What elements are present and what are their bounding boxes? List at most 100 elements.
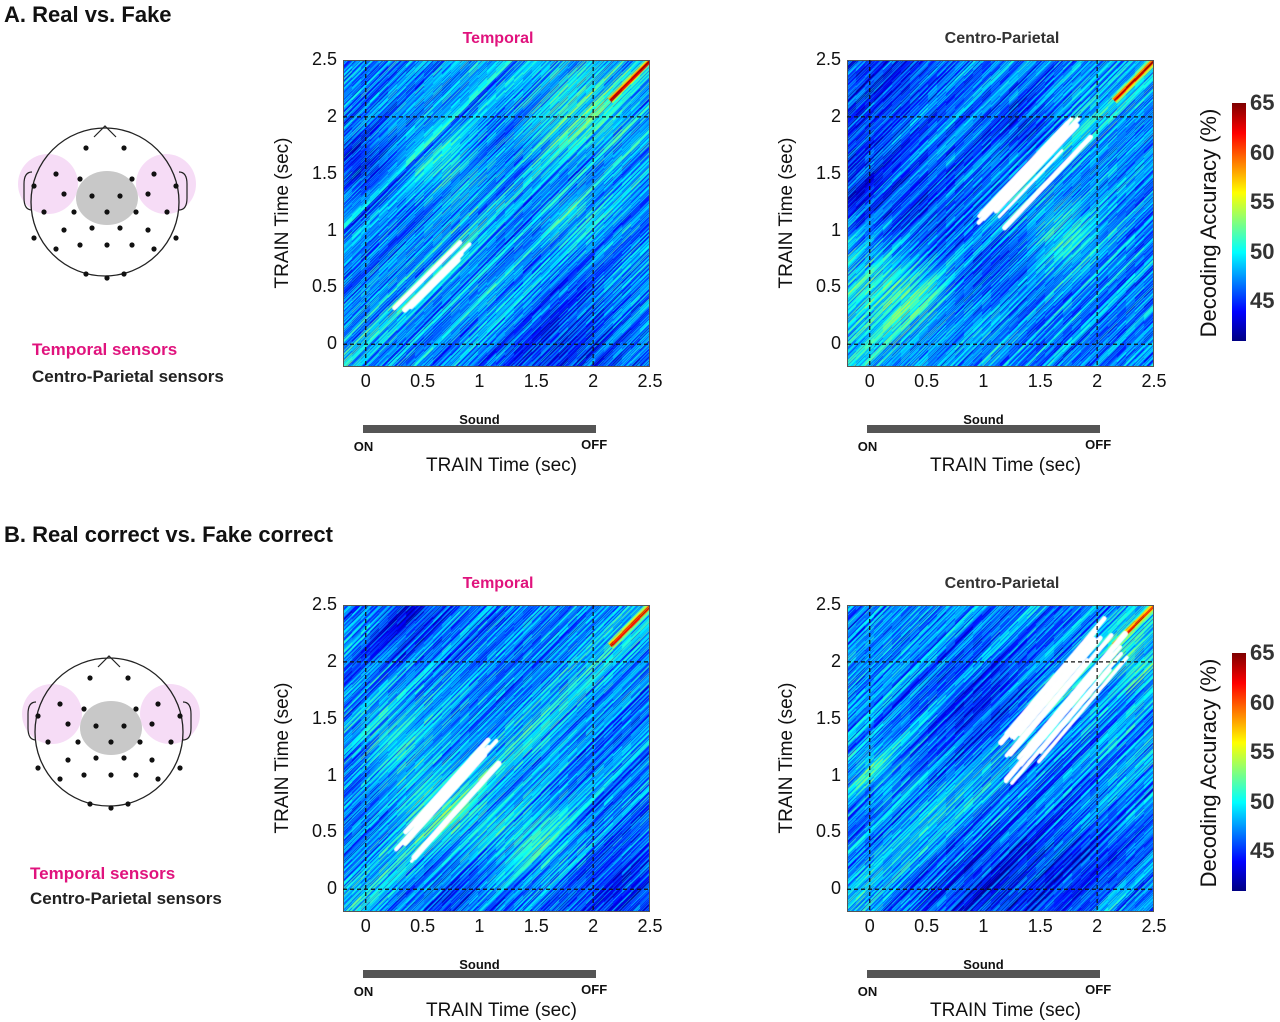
y-tick-label: 1 <box>830 219 841 240</box>
sound-bar <box>362 425 597 433</box>
x-tick-label: 0 <box>360 371 371 391</box>
heatmap-overlay <box>343 605 650 912</box>
sensor-dot <box>108 739 114 745</box>
y-tick-label: 0.5 <box>311 821 337 842</box>
legend-centro-parietal-sensors: Centro-Parietal sensors <box>32 367 224 386</box>
ear-right-icon <box>178 171 188 211</box>
sensor-dot <box>125 675 131 681</box>
sound-bar <box>866 425 1101 433</box>
sensor-dot <box>164 209 170 215</box>
sound-off-label: OFF <box>1085 982 1112 997</box>
decoding-heatmap <box>343 60 650 367</box>
colorbar-tick-label: 45 <box>1250 838 1275 864</box>
sensor-dot <box>93 755 99 761</box>
sensor-dot <box>121 723 127 729</box>
y-tick-label: 2.5 <box>815 594 841 614</box>
decoding-heatmap <box>847 605 1154 912</box>
sound-label: Sound <box>963 412 1004 427</box>
sensor-dot <box>137 739 143 745</box>
sensor-dot <box>173 235 179 241</box>
sensor-dot <box>83 271 89 277</box>
sensor-dot <box>173 183 179 189</box>
x-tick-label: 0 <box>360 916 371 936</box>
colorbar-tick-label: 55 <box>1250 189 1275 215</box>
y-tick-label: 1 <box>326 764 337 785</box>
legend-temporal-sensors: Temporal sensors <box>32 340 178 359</box>
y-tick-label: 0 <box>830 878 841 899</box>
sensor-dot <box>75 739 81 745</box>
heatmap-overlay <box>847 605 1154 912</box>
sensor-dot <box>108 772 114 778</box>
sensor-dot <box>57 776 63 782</box>
sound-on-label: ON <box>857 984 878 999</box>
x-tick-label: 1.5 <box>523 371 549 391</box>
x-tick-label: 0.5 <box>410 371 436 391</box>
sensor-dot <box>89 193 95 199</box>
sensor-dot <box>53 246 59 252</box>
sensor-dot <box>145 227 151 233</box>
temporal-region-right <box>136 154 196 214</box>
panel-title: Temporal <box>462 575 534 592</box>
x-tick-label: 2 <box>588 371 599 391</box>
sensor-dot <box>53 171 59 177</box>
x-tick-label: 1 <box>474 916 485 936</box>
sensor-dot <box>93 723 99 729</box>
sensor-dot <box>104 242 110 248</box>
y-tick-label: 0.5 <box>311 276 337 297</box>
section-b-title: B. Real correct vs. Fake correct <box>4 522 333 547</box>
y-axis-label: TRAIN Time (sec) <box>776 682 797 833</box>
x-tick-label: 1 <box>474 371 485 391</box>
temporal-region-right <box>140 684 200 744</box>
y-axis-label: TRAIN Time (sec) <box>272 137 293 288</box>
sensor-dot <box>121 755 127 761</box>
x-tick-label: 2.5 <box>1141 371 1167 391</box>
x-axis-label: TRAIN Time (sec) <box>930 1000 1081 1021</box>
decoding-heatmap <box>343 605 650 912</box>
panel-title: Temporal <box>462 30 534 47</box>
x-axis-label: TRAIN Time (sec) <box>930 455 1081 476</box>
sensor-dot <box>104 209 110 215</box>
sensor-dot <box>41 209 47 215</box>
x-tick-label: 2.5 <box>1141 916 1167 936</box>
nose-icon <box>93 125 117 138</box>
sensor-dot <box>149 721 155 727</box>
sensor-dot <box>155 701 161 707</box>
sensor-dot <box>83 145 89 151</box>
section-a-title: A. Real vs. Fake <box>4 2 172 27</box>
y-tick-label: 0.5 <box>815 821 841 842</box>
colorbar-tick-label: 65 <box>1250 90 1275 115</box>
sensor-dot <box>35 765 41 771</box>
x-tick-label: 0.5 <box>914 371 940 391</box>
x-tick-label: 0.5 <box>914 916 940 936</box>
x-tick-label: 1 <box>978 371 989 391</box>
y-tick-label: 0 <box>326 878 337 899</box>
y-tick-label: 1.5 <box>311 162 337 183</box>
x-tick-label: 1 <box>978 916 989 936</box>
sound-on-label: ON <box>353 984 374 999</box>
sensor-dot <box>61 227 67 233</box>
y-tick-label: 2 <box>326 105 337 126</box>
sound-label: Sound <box>459 412 500 427</box>
sensor-dot <box>81 706 87 712</box>
sensor-dot <box>89 225 95 231</box>
sensor-dot <box>121 145 127 151</box>
colorbar-tick-label: 60 <box>1250 139 1275 165</box>
plot-frame <box>847 60 1154 367</box>
colorbar-tick-label: 45 <box>1250 288 1275 314</box>
y-tick-label: 2.5 <box>311 49 337 69</box>
sound-on-label: ON <box>353 439 374 454</box>
temporal-region-left <box>18 154 78 214</box>
sensor-dot <box>117 225 123 231</box>
sensor-dot <box>77 242 83 248</box>
x-tick-label: 1.5 <box>1027 371 1053 391</box>
sensor-dot <box>145 191 151 197</box>
y-tick-label: 0 <box>326 333 337 354</box>
sensor-dot <box>177 765 183 771</box>
x-tick-label: 2.5 <box>637 371 663 391</box>
sensor-dot <box>35 713 41 719</box>
head-outline <box>34 657 184 807</box>
sensor-dot <box>108 805 114 811</box>
plot-frame <box>847 605 1154 912</box>
sound-off-label: OFF <box>581 437 608 452</box>
colorbar-tick-label: 55 <box>1250 739 1275 765</box>
